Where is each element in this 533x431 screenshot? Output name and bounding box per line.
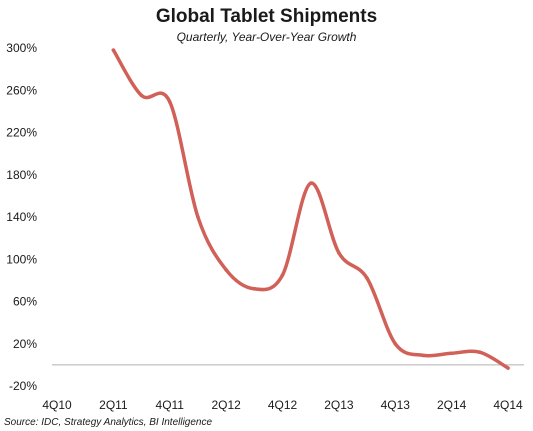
- y-tick-label: 20%: [13, 337, 37, 351]
- data-point: [365, 276, 369, 281]
- source-note: Source: IDC, Strategy Analytics, BI Inte…: [4, 417, 213, 428]
- y-tick-label: 60%: [13, 295, 37, 309]
- x-tick-label: 4Q13: [381, 398, 411, 412]
- data-point: [280, 273, 285, 277]
- data-point: [167, 100, 172, 104]
- data-point: [308, 181, 313, 185]
- data-point: [139, 93, 144, 98]
- series-line: [111, 48, 510, 370]
- y-tick-label: 100%: [6, 252, 37, 266]
- y-tick-label: 180%: [6, 168, 37, 182]
- x-axis-ticks: 4Q10 2Q11 4Q11 2Q12 4Q12 2Q13 4Q13 2Q14 4Q14: [42, 398, 523, 412]
- x-tick-label: 2Q12: [211, 398, 241, 412]
- chart-title: Global Tablet Shipments: [155, 6, 378, 27]
- data-points: [111, 48, 510, 370]
- data-point: [393, 341, 398, 346]
- x-tick-label: 2Q13: [324, 398, 354, 412]
- data-point: [111, 48, 116, 52]
- data-point: [421, 353, 426, 358]
- x-tick-label: 4Q11: [156, 398, 185, 412]
- data-point: [449, 351, 454, 356]
- data-point: [506, 366, 510, 370]
- y-tick-label: 300%: [6, 41, 37, 55]
- x-tick-label: 4Q10: [42, 398, 72, 412]
- y-tick-label: 260%: [6, 83, 37, 97]
- data-point: [196, 215, 200, 219]
- chart-subtitle: Quarterly, Year-Over-Year Growth: [176, 30, 357, 44]
- x-tick-label: 2Q14: [437, 398, 467, 412]
- y-axis-ticks: 300% 260% 220% 180% 140% 100% 60% 20% -20%: [6, 41, 37, 393]
- x-tick-label: 2Q11: [99, 398, 128, 412]
- data-point: [478, 350, 482, 355]
- y-tick-label: 220%: [6, 126, 37, 140]
- x-tick-label: 4Q12: [268, 398, 298, 412]
- data-point: [337, 251, 341, 255]
- x-tick-label: 4Q14: [493, 398, 523, 412]
- y-tick-label: 140%: [6, 210, 37, 224]
- data-point: [252, 287, 257, 291]
- y-tick-label: -20%: [9, 379, 37, 393]
- data-point: [224, 268, 228, 272]
